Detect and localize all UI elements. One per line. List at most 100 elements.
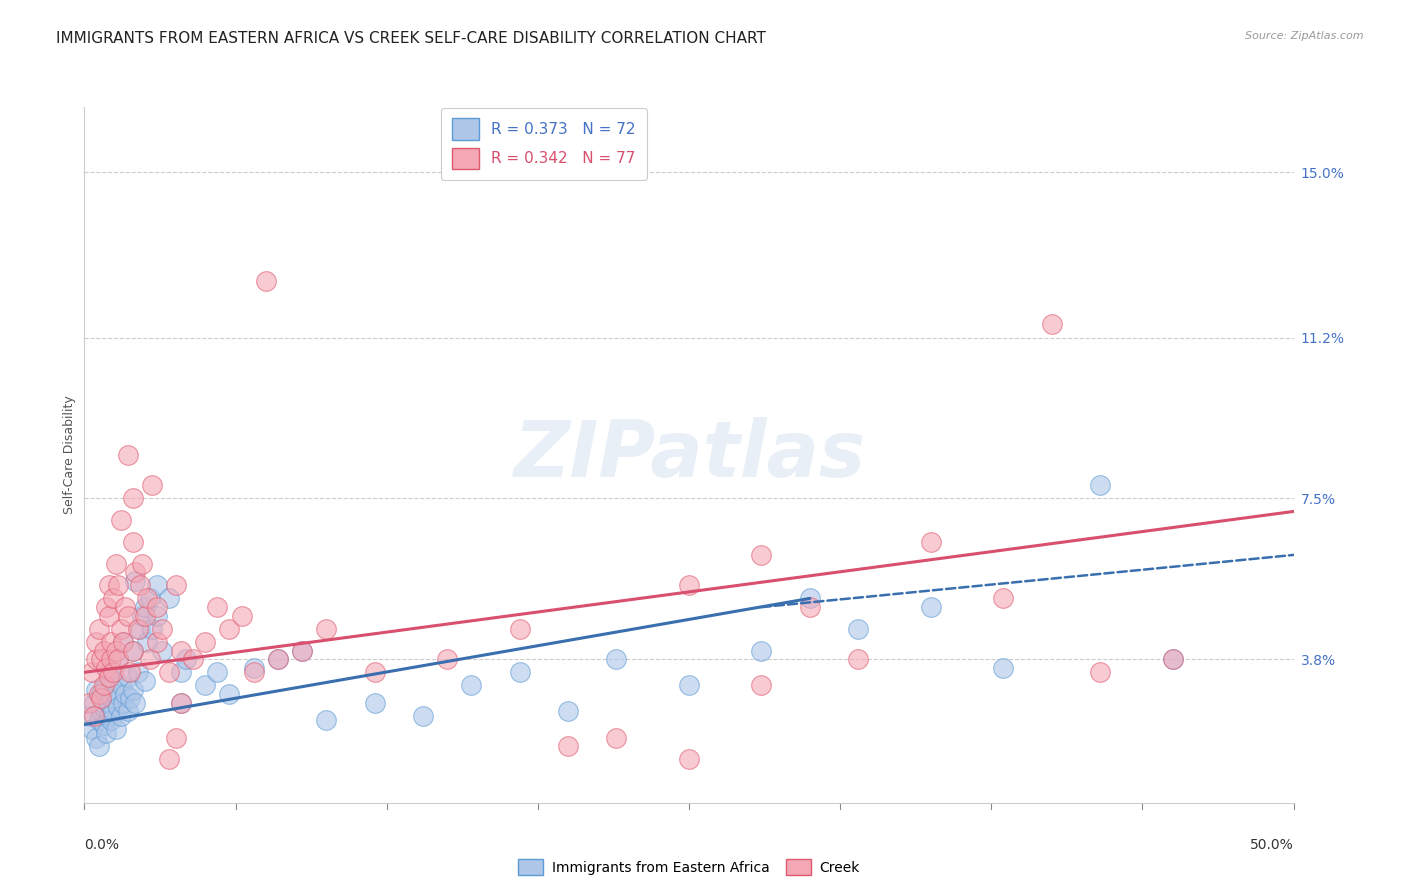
Point (751, 678, 773, 692)
Point (363, 696, 385, 710)
Point (993, 591, 1015, 606)
Point (509, 622, 531, 636)
Point (120, 665, 142, 680)
Point (846, 622, 869, 636)
Point (165, 578, 187, 592)
Point (124, 574, 146, 588)
Point (110, 678, 132, 692)
Point (267, 652, 290, 666)
Point (103, 705, 125, 719)
Point (242, 665, 264, 680)
Point (83, 696, 105, 710)
Point (218, 622, 240, 636)
Point (90, 687, 112, 701)
Point (157, 752, 180, 766)
Point (90, 652, 112, 666)
Point (920, 534, 942, 549)
Point (83, 708, 105, 723)
Point (218, 687, 240, 701)
Point (141, 478, 163, 492)
Point (993, 661, 1015, 675)
Point (254, 274, 277, 288)
Point (77, 708, 100, 723)
Point (267, 652, 290, 666)
Point (134, 600, 156, 615)
Point (97, 608, 120, 623)
Point (1088, 665, 1111, 680)
Point (93, 717, 115, 731)
Point (121, 643, 143, 657)
Point (87, 739, 110, 754)
Point (110, 622, 132, 636)
Point (110, 513, 132, 527)
Text: 50.0%: 50.0% (1250, 838, 1294, 852)
Point (94, 661, 117, 675)
Point (678, 752, 700, 766)
Point (157, 665, 180, 680)
Point (100, 652, 122, 666)
Point (134, 608, 156, 623)
Point (114, 687, 136, 701)
Point (1040, 318, 1063, 332)
Point (170, 696, 193, 710)
Point (117, 448, 139, 462)
Point (1161, 652, 1184, 666)
Point (136, 591, 159, 606)
Point (103, 591, 125, 606)
Point (117, 705, 139, 719)
Point (121, 643, 143, 657)
Point (799, 591, 821, 606)
Point (100, 635, 122, 649)
Point (107, 578, 129, 592)
Point (103, 665, 125, 680)
Point (436, 652, 458, 666)
Point (124, 696, 146, 710)
Point (94, 726, 117, 740)
Point (86, 682, 108, 697)
Point (129, 622, 152, 636)
Point (146, 608, 169, 623)
Point (751, 643, 773, 657)
Point (87, 622, 110, 636)
Point (87, 713, 110, 727)
Point (146, 578, 169, 592)
Point (90, 691, 112, 706)
Point (131, 557, 153, 571)
Point (150, 643, 173, 657)
Point (100, 713, 122, 727)
Point (90, 705, 112, 719)
Point (112, 635, 135, 649)
Point (80, 722, 103, 736)
Point (678, 578, 700, 592)
Point (80, 665, 103, 680)
Point (291, 643, 314, 657)
Point (170, 665, 193, 680)
Point (86, 652, 108, 666)
Point (93, 700, 115, 714)
Point (846, 652, 869, 666)
Point (120, 691, 142, 706)
Text: Source: ZipAtlas.com: Source: ZipAtlas.com (1246, 31, 1364, 41)
Point (363, 665, 385, 680)
Point (605, 731, 627, 745)
Point (194, 678, 217, 692)
Point (557, 705, 579, 719)
Point (146, 635, 169, 649)
Point (107, 652, 129, 666)
Point (165, 731, 187, 745)
Point (181, 652, 204, 666)
Point (141, 622, 163, 636)
Point (97, 665, 120, 680)
Point (107, 652, 129, 666)
Point (751, 548, 773, 562)
Point (121, 682, 143, 697)
Point (94, 678, 117, 692)
Point (97, 670, 120, 684)
Point (93, 643, 115, 657)
Point (114, 600, 136, 615)
Point (170, 696, 193, 710)
Point (87, 687, 110, 701)
Point (242, 661, 264, 675)
Point (138, 652, 160, 666)
Text: IMMIGRANTS FROM EASTERN AFRICA VS CREEK SELF-CARE DISABILITY CORRELATION CHART: IMMIGRANTS FROM EASTERN AFRICA VS CREEK … (56, 31, 766, 46)
